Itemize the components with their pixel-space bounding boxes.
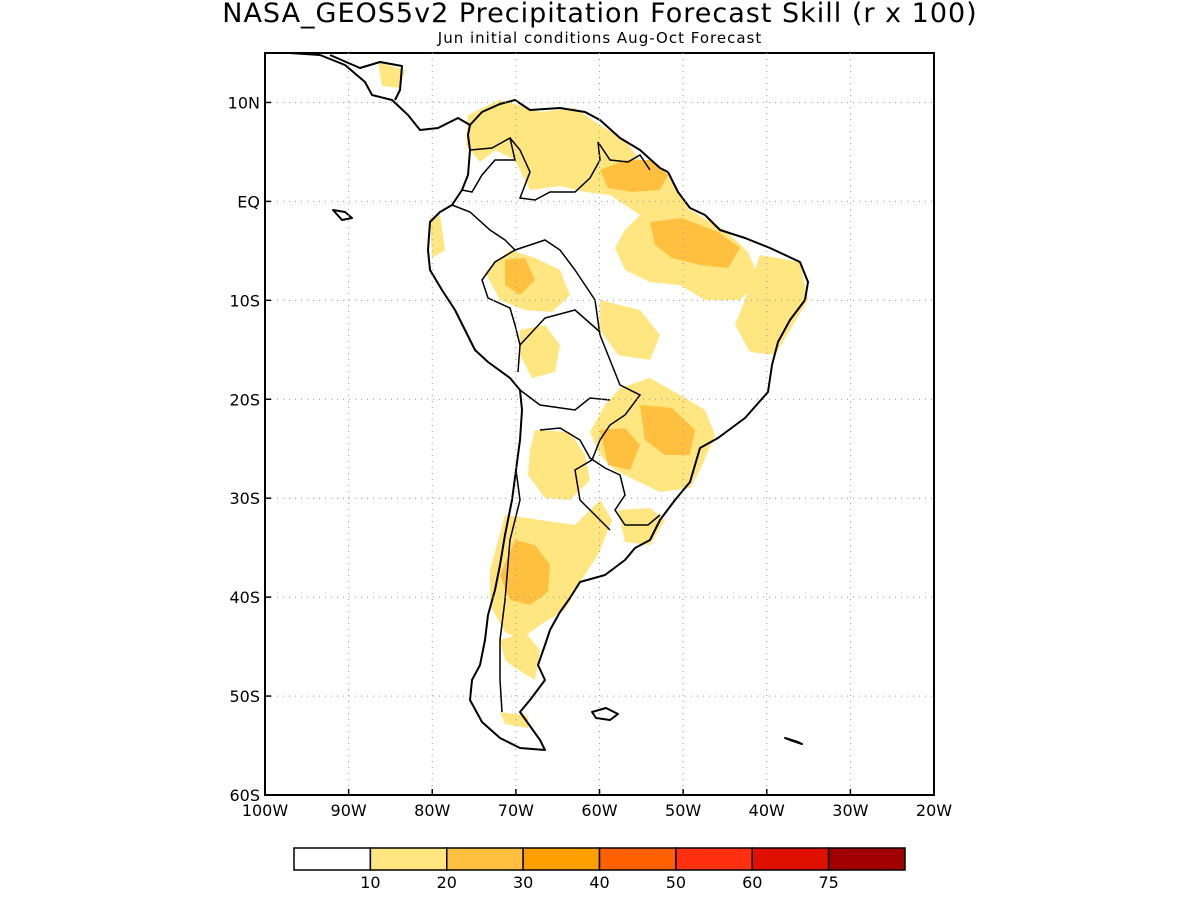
x-tick-label: 30W (832, 801, 868, 820)
skill-region-amazon-delta (650, 218, 740, 268)
skill-region-argentina-andes (500, 540, 550, 605)
coastline (289, 52, 809, 751)
y-tick-label: 10N (228, 93, 260, 112)
skill-region-guianas (600, 160, 668, 192)
skill-region-uruguay (618, 508, 665, 545)
skill-region-ecuador (430, 215, 445, 258)
y-tick-label: 20S (229, 390, 260, 409)
skill-region-central-brazil (600, 300, 660, 360)
x-tick-label: 40W (749, 801, 785, 820)
colorbar-label: 50 (666, 873, 686, 892)
skill-region-bolivia (520, 325, 560, 378)
country-borders (451, 137, 661, 713)
x-tick-label: 70W (498, 801, 534, 820)
colorbar-label: 10 (360, 873, 380, 892)
skill-region-argentina-north (528, 430, 590, 500)
grid-lines (265, 53, 934, 795)
central-america-coast (289, 52, 471, 131)
falkland-islands (591, 707, 619, 721)
colorbar-label: 75 (818, 873, 838, 892)
colorbar-swatch (827, 847, 906, 871)
skill-region-peru (505, 258, 535, 295)
y-tick-label: 60S (229, 786, 260, 805)
colorbar-swatch (293, 847, 372, 871)
caribbean-coast (329, 54, 669, 173)
colorbar-label: 30 (513, 873, 533, 892)
x-tick-label: 80W (414, 801, 450, 820)
y-tick-label: 40S (229, 588, 260, 607)
y-axis: 10N EQ 10S 20S 30S 40S 50S 60S (228, 93, 271, 805)
x-tick-label: 90W (331, 801, 367, 820)
x-tick-label: 100W (242, 801, 289, 820)
skill-region-northwest (378, 62, 405, 88)
skill-region-parana (600, 428, 640, 470)
colorbar-swatch (751, 847, 830, 871)
y-tick-label: 10S (229, 291, 260, 310)
x-axis: 100W 90W 80W 70W 60W 50W 40W 30W 20W (242, 789, 952, 820)
colorbar-swatch (598, 847, 677, 871)
skill-region-patagonia (500, 632, 540, 680)
y-tick-label: 50S (229, 687, 260, 706)
chart-title: NASA_GEOS5v2 Precipitation Forecast Skil… (222, 0, 978, 29)
skill-shading (378, 62, 808, 728)
x-tick-label: 60W (581, 801, 617, 820)
skill-region-argentina-central (490, 500, 612, 640)
y-tick-label: 30S (229, 489, 260, 508)
skill-region-tierra-del-fuego (500, 712, 528, 728)
colorbar-label: 60 (742, 873, 762, 892)
chart-subtitle: Jun initial conditions Aug-Oct Forecast (437, 29, 763, 47)
colorbar-swatch (675, 847, 753, 871)
colorbar-swatch (446, 847, 524, 871)
south-america-coast (427, 124, 809, 751)
colorbar-swatch (369, 847, 448, 871)
x-tick-label: 50W (665, 801, 701, 820)
colorbar-label: 20 (437, 873, 457, 892)
skill-region-minas-gerais (640, 405, 695, 455)
colorbar-label: 40 (589, 873, 609, 892)
colorbar-swatch (522, 847, 601, 871)
south-georgia (784, 737, 803, 745)
galapagos (332, 209, 353, 221)
colorbar: 10 20 30 40 50 60 75 (293, 847, 906, 892)
y-tick-label: EQ (237, 192, 260, 211)
skill-region-northeast-brazil (735, 255, 808, 355)
x-tick-label: 20W (916, 801, 952, 820)
